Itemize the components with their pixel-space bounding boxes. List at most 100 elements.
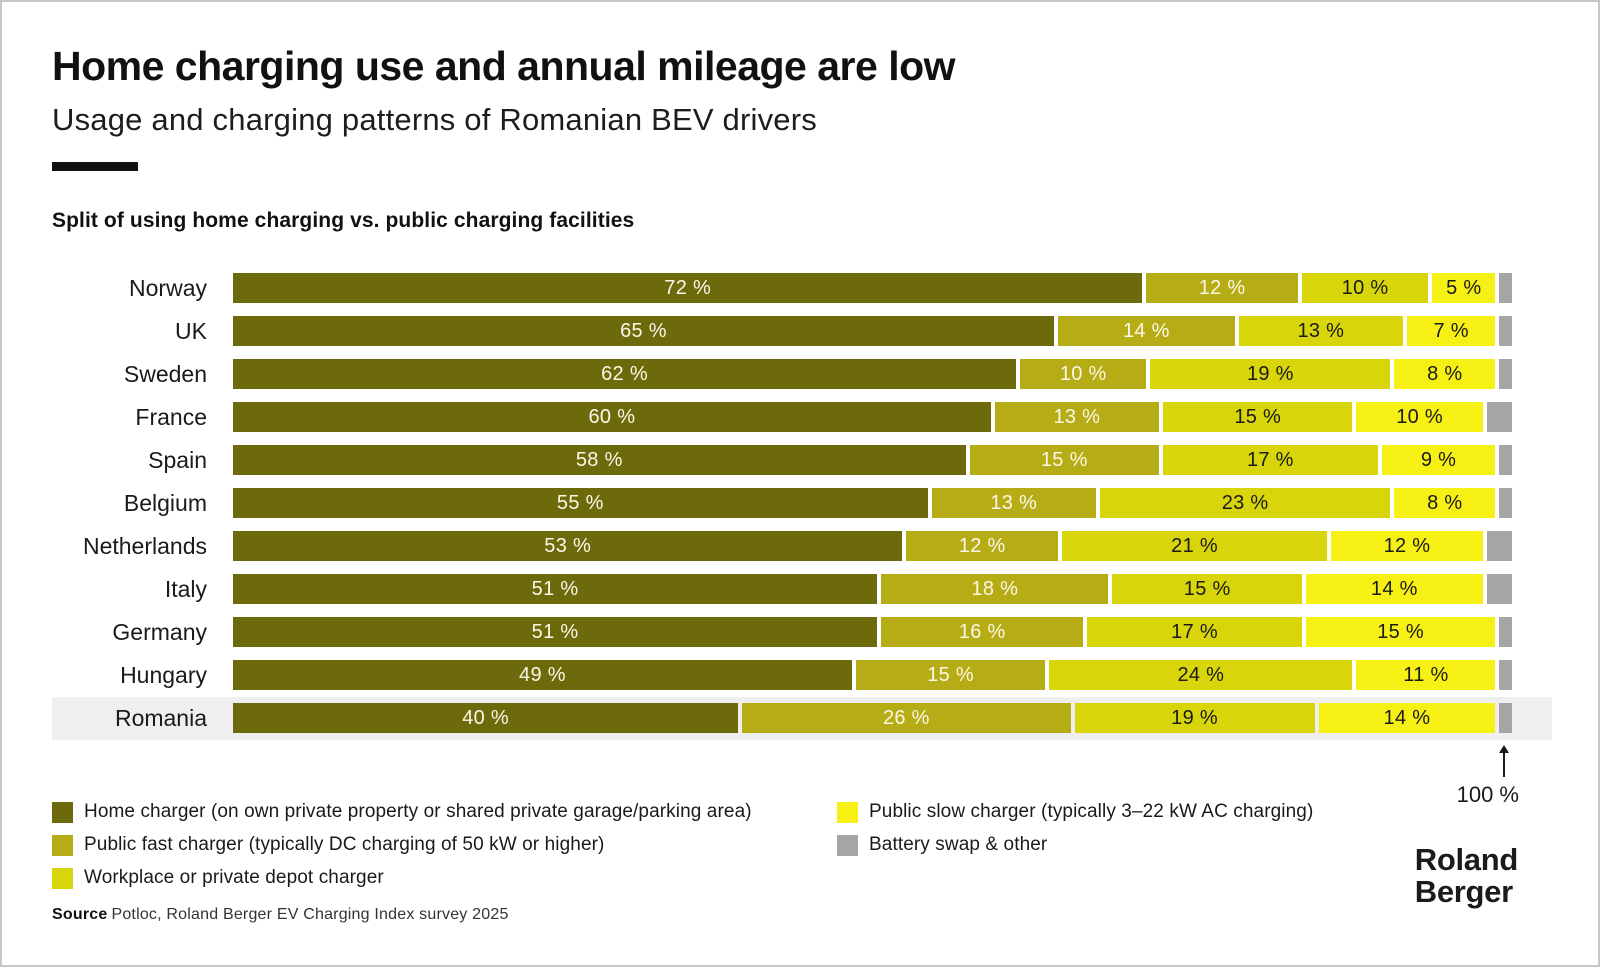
bar-segment: 10 %	[1020, 359, 1147, 390]
legend-label: Public fast charger (typically DC chargi…	[84, 834, 605, 856]
chart-row-netherlands: Netherlands 53 % 12 % 21 % 12 %	[52, 525, 1552, 568]
legend-label: Home charger (on own private property or…	[84, 801, 752, 823]
bar-segment: 19 %	[1150, 359, 1391, 390]
bar-value-label: 72 %	[664, 276, 712, 299]
bar-segment: 15 %	[969, 445, 1159, 476]
bar-segment	[1499, 488, 1512, 519]
chart-row-spain: Spain 58 % 15 % 17 % 9 %	[52, 439, 1552, 482]
bar-track: 60 % 13 % 15 % 10 %	[233, 402, 1512, 433]
bar-value-label: 19 %	[1246, 362, 1294, 385]
chart-row-belgium: Belgium 55 % 13 % 23 % 8 %	[52, 482, 1552, 525]
bar-segment	[1499, 273, 1512, 304]
bar-value-label: 14 %	[1370, 577, 1418, 600]
bar-track: 53 % 12 % 21 % 12 %	[233, 531, 1513, 562]
bar-segment: 7 %	[1406, 316, 1496, 347]
bar-track: 72 % 12 % 10 % 5 %	[233, 273, 1512, 304]
bar-segment: 9 %	[1381, 445, 1496, 476]
chart-row-romania: Romania 40 % 26 % 19 % 14 %	[52, 696, 1552, 740]
bar-segment: 19 %	[1074, 703, 1315, 734]
chart-row-sweden: Sweden 62 % 10 % 19 % 8 %	[52, 353, 1552, 396]
bar-track: 40 % 26 % 19 % 14 %	[233, 703, 1512, 734]
bar-value-label: 53 %	[544, 534, 592, 557]
bar-value-label: 8 %	[1427, 362, 1463, 385]
bar-segment: 58 %	[233, 445, 966, 476]
bar-segment: 8 %	[1394, 359, 1496, 390]
bar-value-label: 26 %	[882, 706, 930, 729]
logo-line-1: Roland	[1414, 842, 1519, 878]
bar-value-label: 14 %	[1383, 706, 1431, 729]
bar-segment: 13 %	[931, 488, 1096, 519]
total-annotation: 100 %	[1447, 744, 1519, 808]
bar-value-label: 19 %	[1171, 706, 1218, 729]
bar-segment: 55 %	[233, 488, 928, 519]
country-label-italy: Italy	[164, 575, 207, 602]
bar-value-label: 13 %	[990, 491, 1038, 514]
chart-row-uk: UK 65 % 14 % 13 % 7 %	[52, 310, 1552, 353]
legend-item: Public fast charger (typically DC chargi…	[52, 829, 837, 862]
bar-segment	[1486, 531, 1513, 562]
bar-segment: 60 %	[233, 402, 991, 433]
bar-value-label: 10 %	[1396, 405, 1443, 428]
legend: Home charger (on own private property or…	[52, 796, 1512, 895]
legend-label: Workplace or private depot charger	[84, 867, 384, 889]
bar-segment: 10 %	[1356, 402, 1483, 433]
bar-value-label: 17 %	[1246, 448, 1294, 471]
bar-segment: 51 %	[233, 574, 878, 605]
bar-segment	[1499, 660, 1513, 691]
legend-column-2: Public slow charger (typically 3–22 kW A…	[837, 796, 1512, 895]
bar-value-label: 12 %	[1198, 276, 1246, 299]
legend-column-1: Home charger (on own private property or…	[52, 796, 837, 895]
legend-item: Battery swap & other	[837, 829, 1512, 862]
bar-value-label: 16 %	[958, 620, 1006, 643]
country-label-belgium: Belgium	[123, 489, 207, 516]
bar-value-label: 12 %	[958, 534, 1006, 557]
bar-segment: 12 %	[1331, 531, 1483, 562]
title-dash	[52, 161, 138, 171]
chart-title: Split of using home charging vs. public …	[52, 208, 635, 232]
bar-value-label: 23 %	[1221, 491, 1269, 514]
bar-track: 49 % 15 % 24 % 11 %	[233, 660, 1513, 691]
logo-line-2: Berger	[1414, 874, 1513, 910]
country-label-spain: Spain	[148, 446, 207, 473]
bar-segment	[1499, 445, 1512, 476]
bar-value-label: 62 %	[601, 362, 648, 385]
bar-track: 55 % 13 % 23 % 8 %	[233, 488, 1512, 519]
chart-row-norway: Norway 72 % 12 % 10 % 5 %	[52, 267, 1552, 310]
bar-segment: 49 %	[233, 660, 852, 691]
bar-value-label: 15 %	[1040, 448, 1088, 471]
bar-segment: 62 %	[233, 359, 1017, 390]
legend-swatch-icon	[52, 867, 73, 889]
bar-segment: 72 %	[233, 273, 1143, 304]
legend-label: Public slow charger (typically 3–22 kW A…	[869, 801, 1314, 823]
bar-segment: 8 %	[1394, 488, 1496, 519]
bar-segment: 53 %	[233, 531, 903, 562]
country-label-germany: Germany	[112, 618, 207, 645]
bar-value-label: 58 %	[575, 448, 623, 471]
bar-segment: 15 %	[1305, 617, 1496, 648]
bar-value-label: 13 %	[1297, 319, 1345, 342]
bar-segment: 18 %	[881, 574, 1109, 605]
bar-track: 58 % 15 % 17 % 9 %	[233, 445, 1512, 476]
bar-segment: 14 %	[1057, 316, 1235, 347]
bar-segment: 5 %	[1432, 273, 1496, 304]
bar-segment: 12 %	[906, 531, 1058, 562]
bar-value-label: 15 %	[1183, 577, 1231, 600]
bar-value-label: 13 %	[1053, 405, 1101, 428]
bar-segment: 51 %	[233, 617, 878, 648]
bar-segment: 13 %	[994, 402, 1159, 433]
bar-segment: 17 %	[1087, 617, 1302, 648]
bar-value-label: 60 %	[588, 405, 636, 428]
stacked-bar-chart: Norway 72 % 12 % 10 % 5 % UK 65 % 14 % 13 % 7 % Sw…	[52, 267, 1552, 807]
legend-item: Public slow charger (typically 3–22 kW A…	[837, 796, 1512, 829]
bar-segment	[1486, 402, 1512, 433]
bar-segment: 14 %	[1318, 703, 1496, 734]
bar-value-label: 12 %	[1383, 534, 1431, 557]
legend-swatch-icon	[52, 801, 73, 823]
bar-segment: 14 %	[1305, 574, 1483, 605]
bar-value-label: 24 %	[1177, 663, 1225, 686]
bar-segment: 15 %	[855, 660, 1046, 691]
bar-segment: 12 %	[1146, 273, 1298, 304]
bar-segment: 15 %	[1112, 574, 1302, 605]
source-label: Source	[52, 905, 108, 923]
roland-berger-logo: Roland Berger	[1414, 842, 1519, 910]
